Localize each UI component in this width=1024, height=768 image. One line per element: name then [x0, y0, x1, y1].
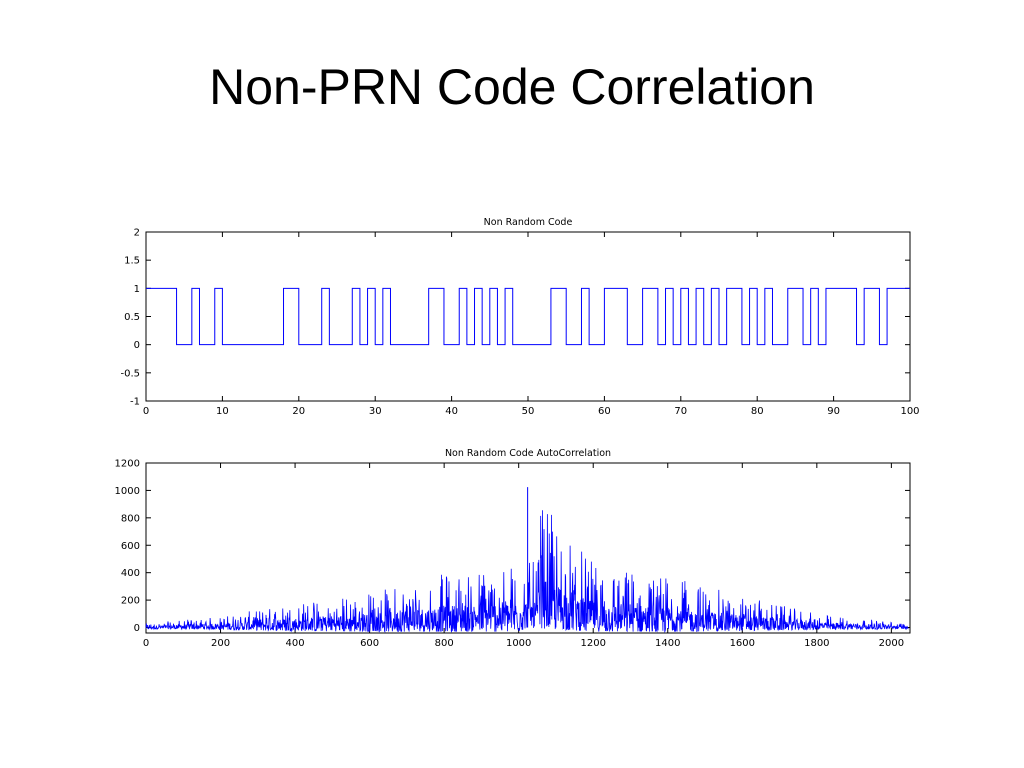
step-chart-ytick-label: 1.5 [124, 256, 140, 267]
autocorr-chart-ytick-label: 400 [121, 568, 140, 579]
step-chart-xtick-label: 80 [751, 406, 764, 417]
autocorr-chart-xtick-label: 1400 [655, 638, 680, 649]
autocorr-chart-xtick-label: 200 [211, 638, 230, 649]
autocorr-chart-title: Non Random Code AutoCorrelation [445, 448, 611, 459]
step-chart-xtick-label: 60 [598, 406, 611, 417]
step-chart-ytick-label: -1 [130, 397, 140, 408]
step-chart-xtick-label: 0 [143, 406, 149, 417]
autocorr-chart-xtick-label: 1600 [730, 638, 755, 649]
step-chart-xtick-label: 20 [292, 406, 305, 417]
autocorr-chart-xtick-label: 2000 [879, 638, 904, 649]
autocorr-chart-yticks: 0 200 400 600 800 1000 1200 [115, 459, 910, 634]
autocorr-chart-xtick-label: 600 [360, 638, 379, 649]
autocorr-chart-ytick-label: 600 [121, 541, 140, 552]
step-chart-ytick-label: 0 [134, 340, 140, 351]
step-chart-xticks: 0 10 20 30 40 50 60 70 80 90 100 [143, 232, 920, 417]
autocorr-chart-ytick-label: 800 [121, 513, 140, 524]
slide-title: Non-PRN Code Correlation [209, 59, 815, 115]
step-chart-xtick-label: 40 [445, 406, 458, 417]
step-chart-xtick-label: 100 [900, 406, 919, 417]
step-chart-xtick-label: 10 [216, 406, 229, 417]
step-chart-ytick-label: 1 [134, 284, 140, 295]
step-chart-xtick-label: 50 [522, 406, 535, 417]
autocorr-chart-xtick-label: 1800 [804, 638, 829, 649]
autocorr-chart-ytick-label: 1000 [115, 486, 140, 497]
step-chart-xtick-label: 30 [369, 406, 382, 417]
autocorr-chart-xtick-label: 800 [435, 638, 454, 649]
autocorr-chart-ytick-label: 1200 [115, 459, 140, 470]
step-chart-ytick-label: -0.5 [120, 368, 140, 379]
autocorr-chart-xtick-label: 0 [143, 638, 149, 649]
step-chart-frame [145, 231, 911, 402]
autocorr-chart-xtick-label: 1000 [506, 638, 531, 649]
step-chart-xtick-label: 70 [674, 406, 687, 417]
step-chart-xtick-label: 90 [827, 406, 840, 417]
autocorr-chart-ytick-label: 200 [121, 596, 140, 607]
step-series-line [146, 287, 910, 346]
autocorr-chart-xtick-label: 400 [286, 638, 305, 649]
autocorr-chart: Non Random Code AutoCorrelation 0 200 400 6… [115, 448, 911, 649]
step-chart-title: Non Random Code [484, 217, 573, 228]
step-chart-ytick-label: 2 [134, 228, 140, 239]
step-chart: Non Random Code -1 -0.5 0 0.5 1 1.5 2 0 10 20 30 4… [120, 217, 919, 417]
step-chart-ytick-label: 0.5 [124, 312, 140, 323]
autocorr-chart-xtick-label: 1200 [580, 638, 605, 649]
autocorr-chart-ytick-label: 0 [134, 623, 140, 634]
